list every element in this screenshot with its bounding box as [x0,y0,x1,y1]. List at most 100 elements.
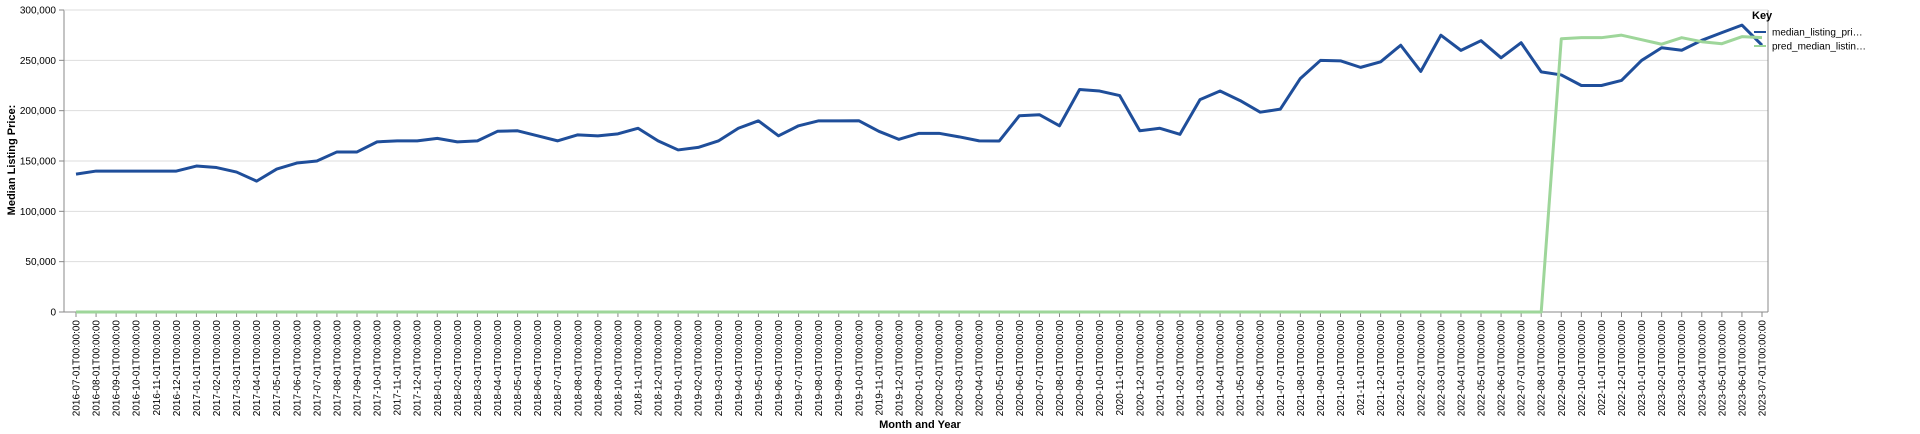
x-tick-label: 2020-06-01T00:00:00 [1015,320,1026,417]
x-tick-label: 2018-06-01T00:00:00 [533,320,544,417]
x-tick-label: 2020-10-01T00:00:00 [1095,320,1106,417]
x-tick-label: 2021-09-01T00:00:00 [1316,320,1327,417]
x-tick-label: 2022-02-01T00:00:00 [1416,320,1427,417]
x-tick-label: 2020-04-01T00:00:00 [975,320,986,417]
x-tick-label: 2020-03-01T00:00:00 [955,320,966,417]
legend-label: pred_median_listin… [1772,42,1866,53]
x-tick-label: 2021-07-01T00:00:00 [1276,320,1287,417]
x-tick-label: 2017-03-01T00:00:00 [232,320,243,417]
x-tick-label: 2017-06-01T00:00:00 [292,320,303,417]
y-axis-title: Median Listing Price: [6,105,18,216]
x-tick-label: 2018-01-01T00:00:00 [433,320,444,417]
x-tick-label: 2020-02-01T00:00:00 [935,320,946,417]
series-line-2 [76,33,1763,314]
x-tick-label: 2017-10-01T00:00:00 [373,320,384,417]
x-tick-label: 2016-11-01T00:00:00 [152,320,163,416]
x-tick-label: 2019-08-01T00:00:00 [814,320,825,417]
y-tick-label: 0 [50,308,56,319]
x-tick-label: 2019-10-01T00:00:00 [854,320,865,417]
x-tick-label: 2020-12-01T00:00:00 [1135,320,1146,417]
x-tick-label: 2021-11-01T00:00:00 [1356,320,1367,416]
y-tick-label: 200,000 [20,106,57,117]
x-tick-label: 2021-04-01T00:00:00 [1216,320,1227,417]
x-tick-label: 2017-01-01T00:00:00 [192,320,203,417]
x-tick-label: 2019-04-01T00:00:00 [734,320,745,417]
x-tick-label: 2019-05-01T00:00:00 [754,320,765,417]
x-tick-label: 2020-07-01T00:00:00 [1035,320,1046,417]
x-tick-label: 2019-07-01T00:00:00 [794,320,805,417]
x-tick-label: 2016-10-01T00:00:00 [132,320,143,417]
x-tick-label: 2023-01-01T00:00:00 [1637,320,1648,417]
x-tick-label: 2021-05-01T00:00:00 [1236,320,1247,417]
x-tick-label: 2019-12-01T00:00:00 [894,320,905,417]
x-tick-label: 2016-08-01T00:00:00 [92,320,103,417]
x-tick-label: 2019-11-01T00:00:00 [874,320,885,416]
x-tick-label: 2019-02-01T00:00:00 [694,320,705,417]
x-tick-label: 2020-11-01T00:00:00 [1115,320,1126,416]
x-tick-label: 2022-05-01T00:00:00 [1477,320,1488,417]
x-tick-label: 2023-05-01T00:00:00 [1717,320,1728,417]
x-tick-label: 2017-11-01T00:00:00 [393,320,404,416]
x-tick-label: 2017-02-01T00:00:00 [212,320,223,417]
y-tick-label: 50,000 [25,257,56,268]
x-tick-label: 2022-09-01T00:00:00 [1557,320,1568,417]
x-tick-label: 2017-08-01T00:00:00 [332,320,343,417]
x-tick-label: 2018-05-01T00:00:00 [513,320,524,417]
x-tick-label: 2018-12-01T00:00:00 [654,320,665,417]
x-tick-label: 2018-08-01T00:00:00 [573,320,584,417]
x-tick-label: 2019-06-01T00:00:00 [774,320,785,417]
x-tick-label: 2023-02-01T00:00:00 [1657,320,1668,417]
x-tick-label: 2022-08-01T00:00:00 [1537,320,1548,417]
x-tick-label: 2020-01-01T00:00:00 [915,320,926,417]
x-tick-label: 2022-03-01T00:00:00 [1436,320,1447,417]
x-tick-label: 2018-03-01T00:00:00 [473,320,484,417]
x-tick-label: 2021-03-01T00:00:00 [1196,320,1207,417]
x-tick-label: 2022-04-01T00:00:00 [1456,320,1467,417]
x-tick-label: 2017-07-01T00:00:00 [312,320,323,417]
y-tick-label: 150,000 [20,157,57,168]
x-tick-label: 2016-09-01T00:00:00 [112,320,123,417]
x-tick-label: 2022-11-01T00:00:00 [1597,320,1608,416]
x-tick-label: 2022-06-01T00:00:00 [1497,320,1508,417]
x-tick-label: 2021-12-01T00:00:00 [1376,320,1387,417]
x-tick-label: 2018-02-01T00:00:00 [453,320,464,417]
x-tick-label: 2018-04-01T00:00:00 [493,320,504,417]
y-tick-label: 300,000 [20,6,57,17]
x-tick-label: 2017-12-01T00:00:00 [413,320,424,417]
x-tick-label: 2023-04-01T00:00:00 [1697,320,1708,417]
legend-title: Key [1752,10,1773,22]
x-tick-label: 2019-01-01T00:00:00 [674,320,685,417]
x-tick-label: 2016-12-01T00:00:00 [172,320,183,417]
x-tick-label: 2022-10-01T00:00:00 [1577,320,1588,417]
x-tick-label: 2022-07-01T00:00:00 [1517,320,1528,417]
series-lines [75,23,1764,314]
series-line-1 [75,23,1764,183]
x-tick-label: 2020-05-01T00:00:00 [995,320,1006,417]
x-tick-label: 2018-07-01T00:00:00 [553,320,564,417]
x-tick-label: 2023-06-01T00:00:00 [1737,320,1748,417]
x-axis-title: Month and Year [879,419,961,431]
x-tick-label: 2023-03-01T00:00:00 [1677,320,1688,417]
y-tick-label: 250,000 [20,56,57,67]
x-tick-label: 2022-01-01T00:00:00 [1396,320,1407,417]
x-tick-label: 2017-09-01T00:00:00 [353,320,364,417]
x-tick-label: 2018-11-01T00:00:00 [634,320,645,416]
legend-label: median_listing_pri… [1772,28,1863,39]
x-tick-label: 2021-01-01T00:00:00 [1155,320,1166,417]
x-tick-label: 2016-07-01T00:00:00 [72,320,83,417]
x-tick-label: 2022-12-01T00:00:00 [1617,320,1628,417]
x-tick-label: 2018-09-01T00:00:00 [593,320,604,417]
x-tick-label: 2020-08-01T00:00:00 [1055,320,1066,417]
x-tick-label: 2017-05-01T00:00:00 [272,320,283,417]
x-tick-label: 2023-07-01T00:00:00 [1758,320,1769,417]
x-tick-label: 2018-10-01T00:00:00 [613,320,624,417]
x-tick-label: 2021-06-01T00:00:00 [1256,320,1267,417]
legend: Key median_listing_pri… pred_median_listi… [1752,10,1866,53]
x-tick-label: 2020-09-01T00:00:00 [1075,320,1086,417]
y-tick-label: 100,000 [20,207,57,218]
x-tick-label: 2021-02-01T00:00:00 [1175,320,1186,417]
x-tick-label: 2021-10-01T00:00:00 [1336,320,1347,417]
x-tick-label: 2019-03-01T00:00:00 [714,320,725,417]
